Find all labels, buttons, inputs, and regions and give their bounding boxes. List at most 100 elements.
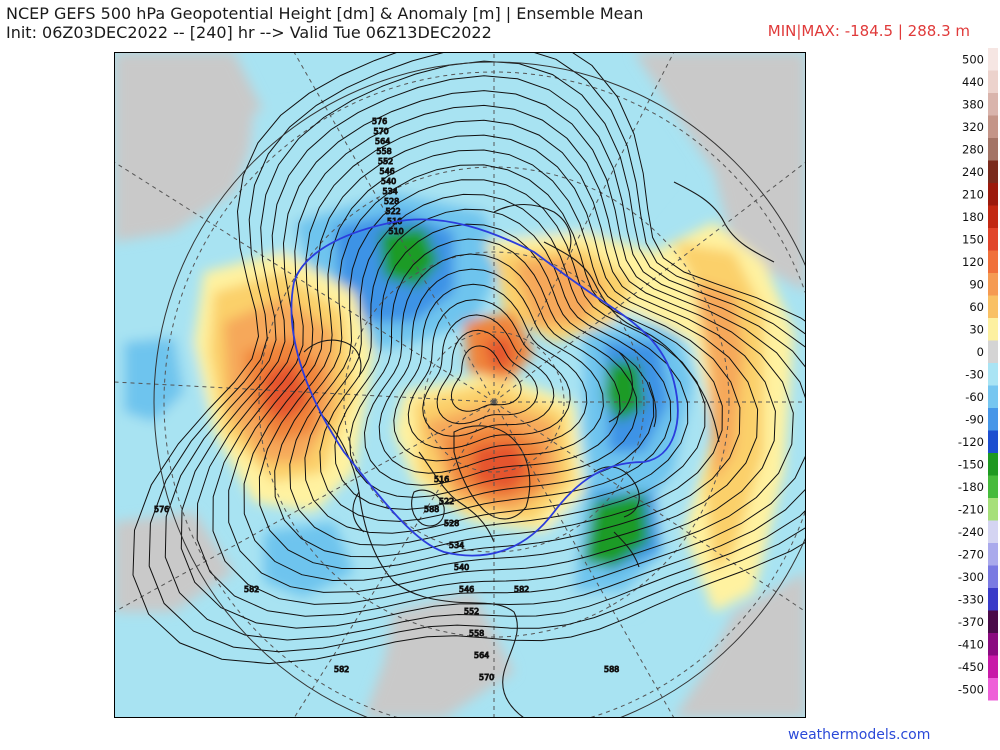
contour-label: 534 [449,541,464,550]
height-contour-line [212,104,794,605]
legend-label: 440 [962,75,984,89]
legend-swatch [988,228,998,251]
height-contour-line [196,90,806,617]
legend-swatch [988,430,998,453]
legend-swatch [988,475,998,498]
contour-label: 582 [244,585,259,594]
title-line-1: NCEP GEFS 500 hPa Geopotential Height [d… [6,4,644,23]
legend-label: -90 [965,412,984,426]
legend-label: 500 [962,52,984,66]
legend-swatch [988,295,998,318]
legend-label: -240 [958,525,984,539]
legend-label: -500 [958,682,984,696]
legend-swatch [988,610,998,633]
contour-label: 528 [444,519,459,528]
contour-label: 558 [377,147,392,156]
legend-label: -270 [958,547,984,561]
legend-label: -30 [965,367,984,381]
legend-label: 240 [962,165,984,179]
contour-label: 516 [434,475,449,484]
height-contour-line [436,329,539,425]
highlight-contour [290,218,679,557]
color-legend: 500 440 380 320 280 240 210 180 150 120 90 60 30 0 -30… [958,48,998,701]
title-line-2: Init: 06Z03DEC2022 -- [240] hr --> Valid… [6,23,492,42]
anomaly-shading [114,52,806,718]
legend-label: 150 [962,232,984,246]
legend-swatch [988,205,998,228]
legend-swatch [988,48,998,71]
legend-swatch [988,543,998,566]
legend-swatch [988,183,998,206]
legend-swatch [988,655,998,678]
legend-label: 120 [962,255,984,269]
legend-swatch [988,520,998,543]
legend-swatch [988,318,998,341]
height-contour-line [378,268,604,474]
legend-swatch [988,93,998,116]
contour-label: 522 [439,497,454,506]
height-contour-line [274,164,723,558]
contour-label: 552 [464,607,479,616]
map-boundary [153,61,806,718]
legend-swatch [988,588,998,611]
contour-label: 588 [424,505,439,514]
contour-label: 510 [389,227,404,236]
height-contour-line [422,314,555,437]
legend-swatch [988,363,998,386]
min-max-readout: MIN|MAX: -184.5 | 288.3 m [767,22,970,40]
height-contour-line [132,52,806,665]
legend-swatch [988,250,998,273]
polar-stereographic-map: 5765705645585525465405345285225165105165… [114,52,806,718]
legend-swatch [988,160,998,183]
legend-swatch [988,678,998,701]
legend-label: -410 [958,637,984,651]
height-contour-line [243,134,759,582]
height-contour-line [164,60,806,641]
contour-label: 582 [514,585,529,594]
contour-label: 564 [375,137,390,146]
contour-label: 576 [372,117,387,126]
legend-label: -150 [958,457,984,471]
height-contour-line [393,283,588,462]
height-contour-line [334,223,655,511]
height-contour-line [258,149,741,569]
legend-label: -120 [958,435,984,449]
legend-swatch [988,138,998,161]
legend-swatch [988,408,998,431]
contour-label: 522 [386,207,401,216]
height-contour-line [363,253,621,486]
legend-swatch [988,453,998,476]
height-contour-line [148,52,806,653]
contour-label: 558 [469,629,484,638]
contour-label: 546 [380,167,395,176]
legend-label: -300 [958,570,984,584]
contour-label: 570 [374,127,389,136]
legend-label: -330 [958,592,984,606]
contour-label: 564 [474,651,489,660]
legend-swatch [988,385,998,408]
legend-swatch [988,70,998,93]
legend-label: -60 [965,390,984,404]
legend-swatch [988,115,998,138]
legend-label: 210 [962,187,984,201]
contour-label: 582 [334,665,349,674]
legend-swatch [988,633,998,656]
legend-label: -450 [958,660,984,674]
contour-label: 540 [454,563,469,572]
legend-swatch [988,340,998,363]
legend-label: -180 [958,480,984,494]
height-contour-line [450,345,522,412]
contour-label: 552 [378,157,393,166]
height-contour-line [349,238,638,498]
legend-swatch [988,498,998,521]
legend-label: 380 [962,97,984,111]
contour-label: 540 [381,177,396,186]
contour-label: 570 [479,673,494,682]
map-title: NCEP GEFS 500 hPa Geopotential Height [d… [6,4,643,42]
height-contour-line [407,299,571,450]
height-contour-line [228,119,776,593]
legend-label: 0 [977,345,984,359]
legend-label: 320 [962,120,984,134]
contour-label: 546 [459,585,474,594]
height-contour-line [289,179,706,546]
